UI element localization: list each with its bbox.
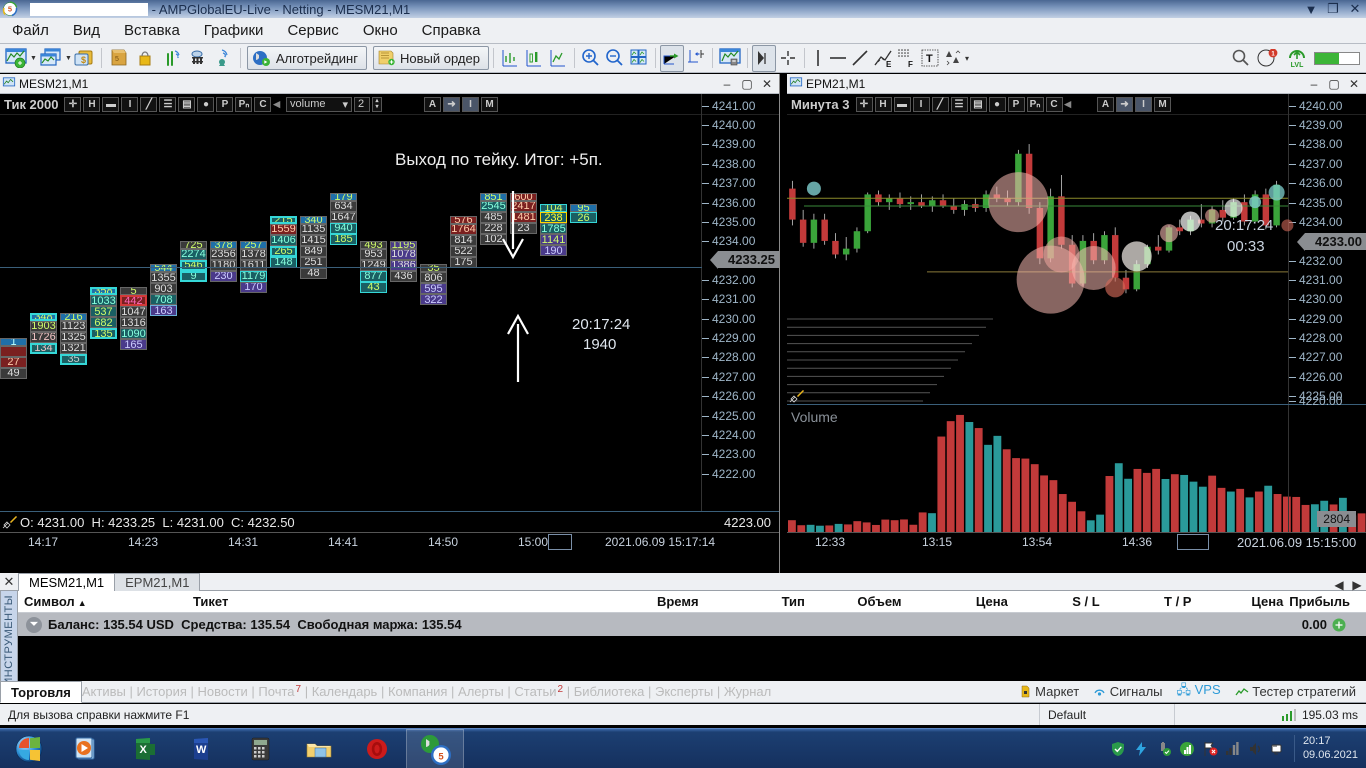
svg-text:$: $ (81, 55, 86, 65)
svg-text:5: 5 (438, 751, 444, 762)
svg-text:00:33: 00:33 (1227, 238, 1265, 255)
svg-text:X: X (140, 744, 148, 756)
svg-text:T: T (926, 53, 933, 65)
svg-text:20:17:24: 20:17:24 (1215, 217, 1273, 234)
svg-text:LVL: LVL (1291, 62, 1304, 68)
svg-text:W: W (196, 744, 207, 756)
svg-text:5: 5 (115, 56, 119, 63)
svg-text:F: F (908, 60, 913, 68)
svg-text:E: E (886, 60, 892, 68)
svg-text:5: 5 (8, 5, 12, 14)
